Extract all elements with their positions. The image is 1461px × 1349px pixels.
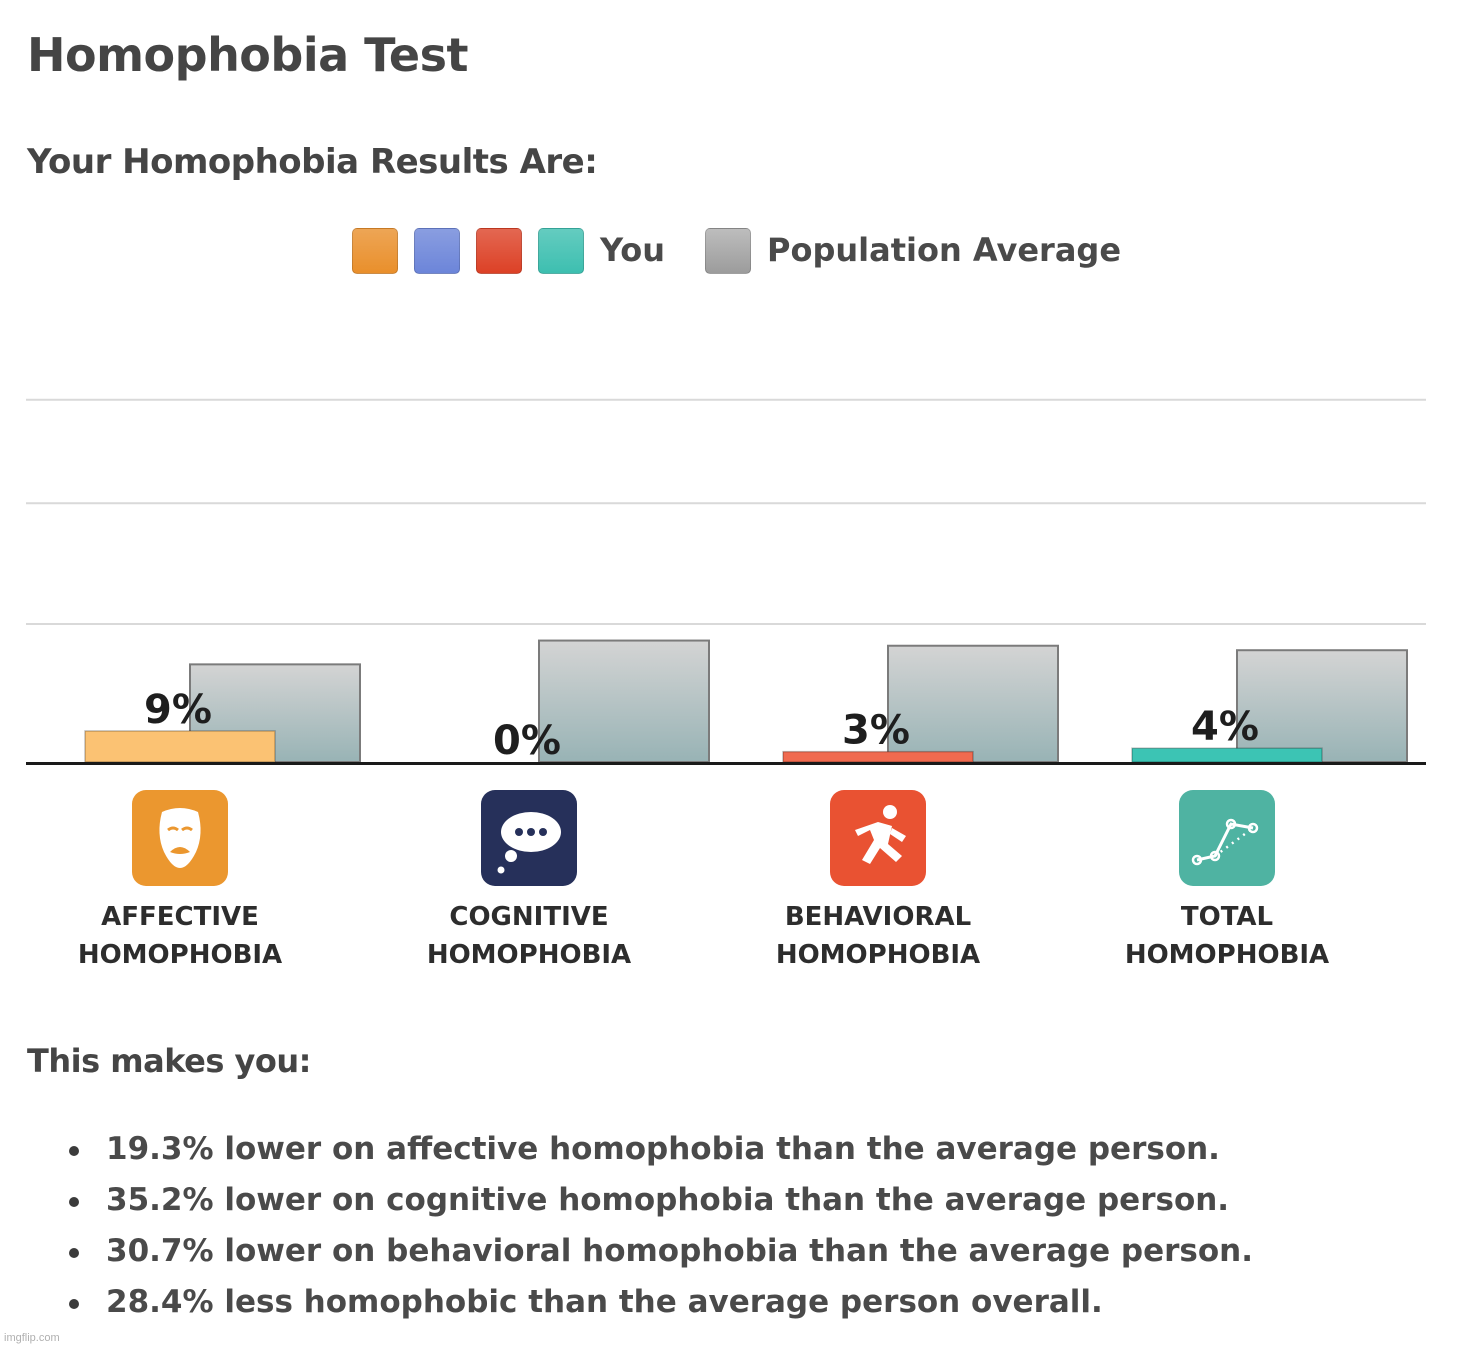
bar-average-1 — [538, 639, 710, 763]
bar-you-0 — [84, 730, 276, 763]
results-heading: Your Homophobia Results Are: — [27, 142, 598, 182]
legend-you-label: You — [600, 231, 665, 269]
legend-swatch-behavioral — [476, 228, 522, 274]
watermark: imgflip.com — [4, 1332, 60, 1344]
line-graph-icon — [1179, 790, 1275, 886]
bar-average-2 — [887, 644, 1059, 763]
value-label-3: 4% — [1191, 704, 1259, 750]
summary-list: 19.3% lower on affective homophobia than… — [0, 1124, 1253, 1328]
legend-swatch-cognitive — [414, 228, 460, 274]
bar-chart: 9% 0% 3% 4% — [26, 398, 1426, 765]
makes-you-heading: This makes you: — [27, 1042, 311, 1080]
category-label-0: AFFECTIVE HOMOPHOBIA — [77, 902, 283, 970]
category-label-3: TOTAL HOMOPHOBIA — [1124, 902, 1330, 970]
summary-item-cognitive: 35.2% lower on cognitive homophobia than… — [0, 1175, 1253, 1226]
legend-swatch-total — [538, 228, 584, 274]
theater-mask-icon — [132, 790, 228, 886]
summary-item-affective: 19.3% lower on affective homophobia than… — [0, 1124, 1253, 1175]
legend-swatch-average — [705, 228, 751, 274]
bar-average-3 — [1236, 649, 1408, 763]
summary-item-total: 28.4% less homophobic than the average p… — [0, 1277, 1253, 1328]
running-person-icon — [830, 790, 926, 886]
value-label-1: 0% — [493, 718, 561, 764]
legend-swatch-affective — [352, 228, 398, 274]
value-label-2: 3% — [842, 708, 910, 754]
category-label-1: COGNITIVE HOMOPHOBIA — [426, 902, 632, 970]
chart-legend: You Population Average — [0, 225, 1461, 279]
legend-average-label: Population Average — [767, 231, 1122, 269]
summary-item-behavioral: 30.7% lower on behavioral homophobia tha… — [0, 1226, 1253, 1277]
thought-bubble-icon — [481, 790, 577, 886]
bar-you-3 — [1131, 747, 1323, 763]
page-title: Homophobia Test — [27, 28, 469, 82]
value-label-0: 9% — [144, 687, 212, 733]
category-label-2: BEHAVIORAL HOMOPHOBIA — [775, 902, 981, 970]
